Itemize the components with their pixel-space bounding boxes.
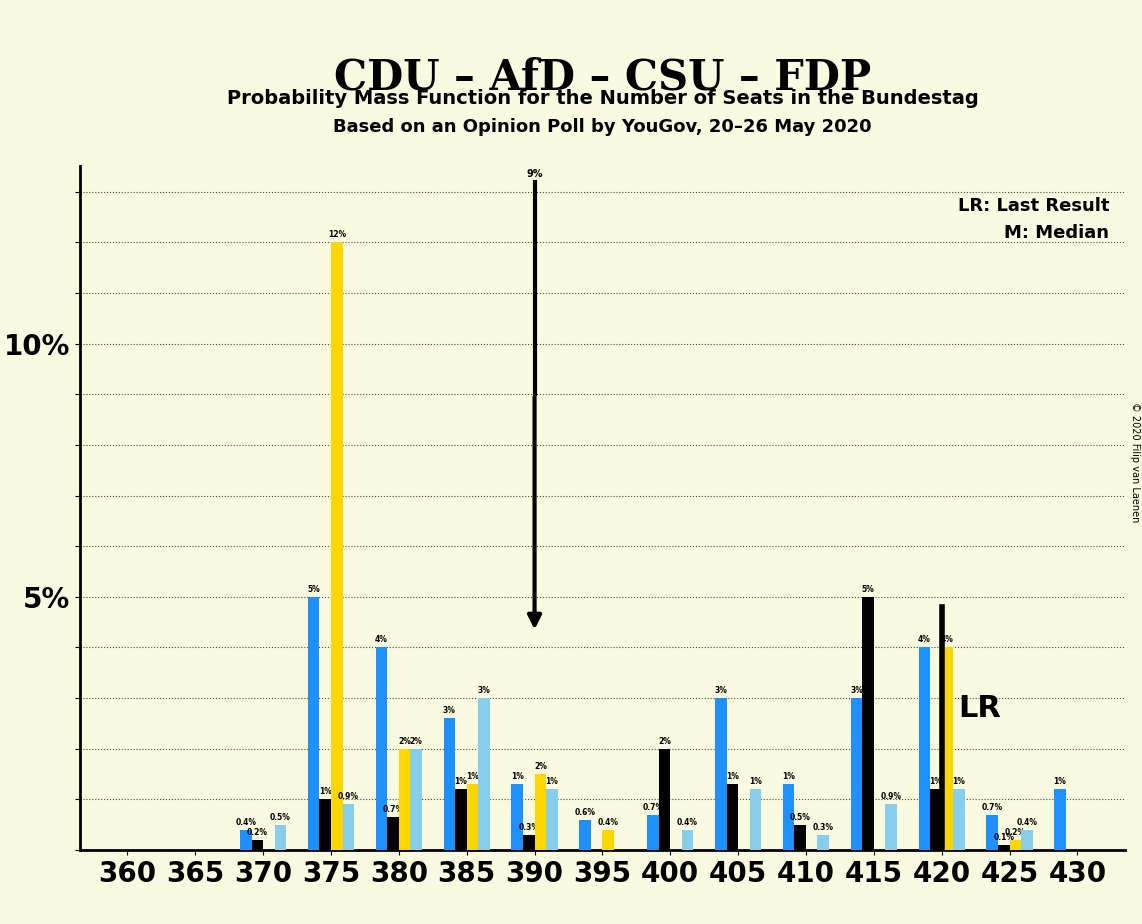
Text: 0.5%: 0.5% — [790, 813, 811, 821]
Text: 0.2%: 0.2% — [247, 828, 268, 837]
Text: © 2020 Filip van Laenen: © 2020 Filip van Laenen — [1129, 402, 1140, 522]
Text: 2%: 2% — [533, 762, 547, 771]
Text: 4%: 4% — [918, 636, 931, 644]
Bar — [387, 817, 399, 850]
Title: CDU – AfD – CSU – FDP: CDU – AfD – CSU – FDP — [333, 57, 871, 99]
Text: 4%: 4% — [375, 636, 388, 644]
Text: 1%: 1% — [510, 772, 524, 781]
Text: 0.3%: 0.3% — [518, 823, 539, 832]
Text: 1%: 1% — [546, 777, 558, 786]
Bar — [885, 805, 896, 850]
Bar — [534, 774, 546, 850]
Text: 0.4%: 0.4% — [235, 818, 256, 827]
Bar — [715, 699, 726, 850]
Text: 0.3%: 0.3% — [813, 823, 834, 832]
Text: 5%: 5% — [862, 585, 875, 594]
Bar — [343, 805, 354, 850]
Bar — [795, 825, 806, 850]
Bar — [410, 748, 421, 850]
Text: 2%: 2% — [410, 736, 423, 746]
Bar — [240, 830, 251, 850]
Bar — [954, 789, 965, 850]
Text: 0.4%: 0.4% — [597, 818, 619, 827]
Bar — [726, 784, 738, 850]
Bar — [783, 784, 795, 850]
Text: 0.9%: 0.9% — [338, 793, 359, 801]
Bar — [512, 784, 523, 850]
Text: 4%: 4% — [941, 636, 954, 644]
Bar — [251, 840, 263, 850]
Text: 1%: 1% — [455, 777, 467, 786]
Text: 12%: 12% — [328, 230, 346, 239]
Bar — [308, 597, 320, 850]
Text: 1%: 1% — [749, 777, 762, 786]
Bar — [749, 789, 762, 850]
Bar — [862, 597, 874, 850]
Bar — [546, 789, 557, 850]
Text: 1%: 1% — [319, 787, 331, 796]
Text: 0.9%: 0.9% — [880, 793, 902, 801]
Text: 0.4%: 0.4% — [677, 818, 698, 827]
Bar — [682, 830, 693, 850]
Text: 1%: 1% — [782, 772, 795, 781]
Text: 1%: 1% — [952, 777, 965, 786]
Bar — [443, 718, 456, 850]
Text: 0.5%: 0.5% — [270, 813, 291, 821]
Text: 3%: 3% — [477, 687, 490, 695]
Text: 0.7%: 0.7% — [383, 805, 403, 814]
Bar — [851, 699, 862, 850]
Bar — [1054, 789, 1065, 850]
Text: 3%: 3% — [443, 706, 456, 715]
Bar — [930, 789, 942, 850]
Bar — [320, 799, 331, 850]
Bar — [998, 845, 1010, 850]
Text: 0.1%: 0.1% — [994, 833, 1014, 842]
Bar — [648, 815, 659, 850]
Bar — [987, 815, 998, 850]
Bar — [659, 748, 670, 850]
Text: 0.4%: 0.4% — [1016, 818, 1037, 827]
Text: 0.6%: 0.6% — [574, 808, 596, 817]
Text: M: Median: M: Median — [1004, 225, 1109, 242]
Text: LR: Last Result: LR: Last Result — [958, 197, 1109, 215]
Bar — [275, 825, 287, 850]
Text: Probability Mass Function for the Number of Seats in the Bundestag: Probability Mass Function for the Number… — [226, 90, 979, 108]
Bar — [376, 648, 387, 850]
Bar — [602, 830, 614, 850]
Bar — [523, 835, 534, 850]
Text: LR: LR — [958, 694, 1000, 723]
Bar — [1021, 830, 1032, 850]
Text: 1%: 1% — [466, 772, 478, 781]
Text: 3%: 3% — [850, 687, 863, 695]
Text: 1%: 1% — [726, 772, 739, 781]
Bar — [1010, 840, 1021, 850]
Text: 0.7%: 0.7% — [982, 803, 1003, 811]
Text: 2%: 2% — [399, 736, 411, 746]
Text: 1%: 1% — [930, 777, 942, 786]
Text: 2%: 2% — [658, 736, 671, 746]
Bar — [467, 784, 478, 850]
Bar — [818, 835, 829, 850]
Text: 9%: 9% — [526, 169, 542, 179]
Bar — [456, 789, 467, 850]
Bar — [942, 648, 954, 850]
Text: 3%: 3% — [715, 687, 727, 695]
Text: 0.7%: 0.7% — [643, 803, 664, 811]
Bar — [331, 242, 343, 850]
Bar — [478, 699, 490, 850]
Bar — [918, 648, 930, 850]
Text: 0.2%: 0.2% — [1005, 828, 1026, 837]
Bar — [399, 748, 410, 850]
Text: 5%: 5% — [307, 585, 320, 594]
Text: 1%: 1% — [1054, 777, 1067, 786]
Text: Based on an Opinion Poll by YouGov, 20–26 May 2020: Based on an Opinion Poll by YouGov, 20–2… — [333, 117, 871, 136]
Bar — [579, 820, 590, 850]
